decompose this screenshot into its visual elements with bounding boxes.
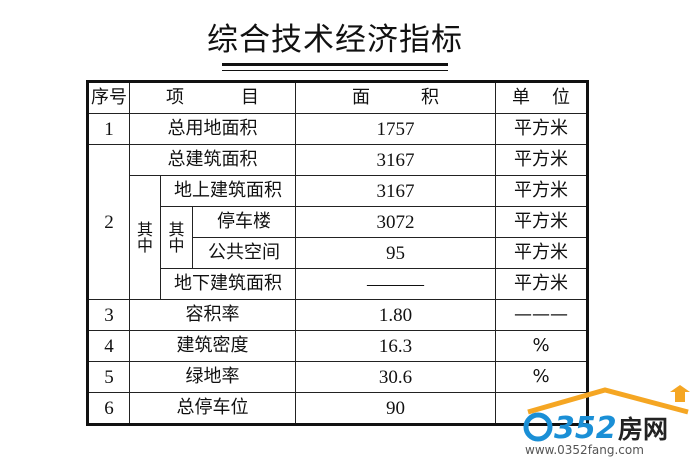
watermark-logo: 352 房网 www.0352fang.com [523,385,690,457]
table-row: 其中 停车楼 3072 平方米 [88,206,588,269]
unit-cell: 平方米 [495,268,588,300]
area-cell: 30.6 [295,361,496,393]
table-row: 5 绿地率 30.6 % [87,361,588,393]
seq-cell: 1 [87,113,130,145]
table-row: 3 容积率 1.80 ——— [87,299,588,331]
table-row: 2 总建筑面积 3167 平方米 [87,144,588,300]
item-cell: 容积率 [129,299,296,331]
area-cell: 90 [295,392,496,425]
area-cell: 3167 [295,175,496,207]
seq-cell: 6 [87,392,130,425]
header-seq: 序号 [87,81,130,114]
seq-cell: 3 [87,299,130,331]
unit-cell: % [495,361,588,393]
table-row: 公共空间 95 平方米 [88,237,588,269]
item-cell: 公共空间 [192,237,296,269]
table-row: 1 总用地面积 1757 平方米 [87,113,588,145]
item-cell: 总建筑面积 [129,144,296,176]
table-row: 其中 地上建筑面积 3167 平方米 [88,175,588,300]
logo-digits: 352 [554,411,617,446]
unit-cell: 平方米 [495,237,588,269]
item-cell: 地上建筑面积 [160,175,296,207]
header-item: 项目 [129,81,296,114]
area-cell: ——— [295,268,496,300]
logo-ring [523,412,553,442]
seq-cell: 2 [87,144,130,300]
title-underline-thin [222,70,448,71]
unit-cell: 平方米 [495,206,588,238]
unit-cell: 平方米 [495,113,588,145]
logo-url: www.0352fang.com [525,443,644,457]
table-row: 4 建筑密度 16.3 % [87,330,588,362]
item-cell: 停车楼 [192,206,296,238]
unit-cell: 平方米 [495,175,588,207]
item-cell: 建筑密度 [129,330,296,362]
table-header: 序号 项目 面积 单位 [87,81,588,114]
seq-cell: 4 [87,330,130,362]
item-cell: 总用地面积 [129,113,296,145]
table-row: 6 总停车位 90 [87,392,588,425]
unit-cell: 平方米 [495,144,588,176]
item-cell: 总停车位 [129,392,296,425]
item-cell: 绿地率 [129,361,296,393]
item-cell: 地下建筑面积 [160,268,296,300]
group-cell: 其中 [129,175,161,300]
area-cell: 1.80 [295,299,496,331]
area-cell: 95 [295,237,496,269]
area-cell: 16.3 [295,330,496,362]
indicator-table: 序号 项目 面积 单位 1 总用地面积 1757 平方米 2 总建筑面积 316… [86,80,589,426]
unit-cell: % [495,330,588,362]
area-cell: 3072 [295,206,496,238]
table-row: 地下建筑面积 ——— 平方米 [88,268,588,300]
unit-cell: ——— [495,299,588,331]
seq-cell: 5 [87,361,130,393]
arrow-icon [670,385,690,402]
area-cell: 3167 [295,144,496,176]
header-unit: 单位 [495,81,588,114]
header-area: 面积 [295,81,496,114]
logo-chinese: 房网 [618,415,668,444]
area-cell: 1757 [295,113,496,145]
title-underline-thick [222,63,448,66]
roof-shape [527,387,689,415]
group-cell: 其中 [160,206,193,269]
document-title: 综合技术经济指标 [207,22,463,58]
